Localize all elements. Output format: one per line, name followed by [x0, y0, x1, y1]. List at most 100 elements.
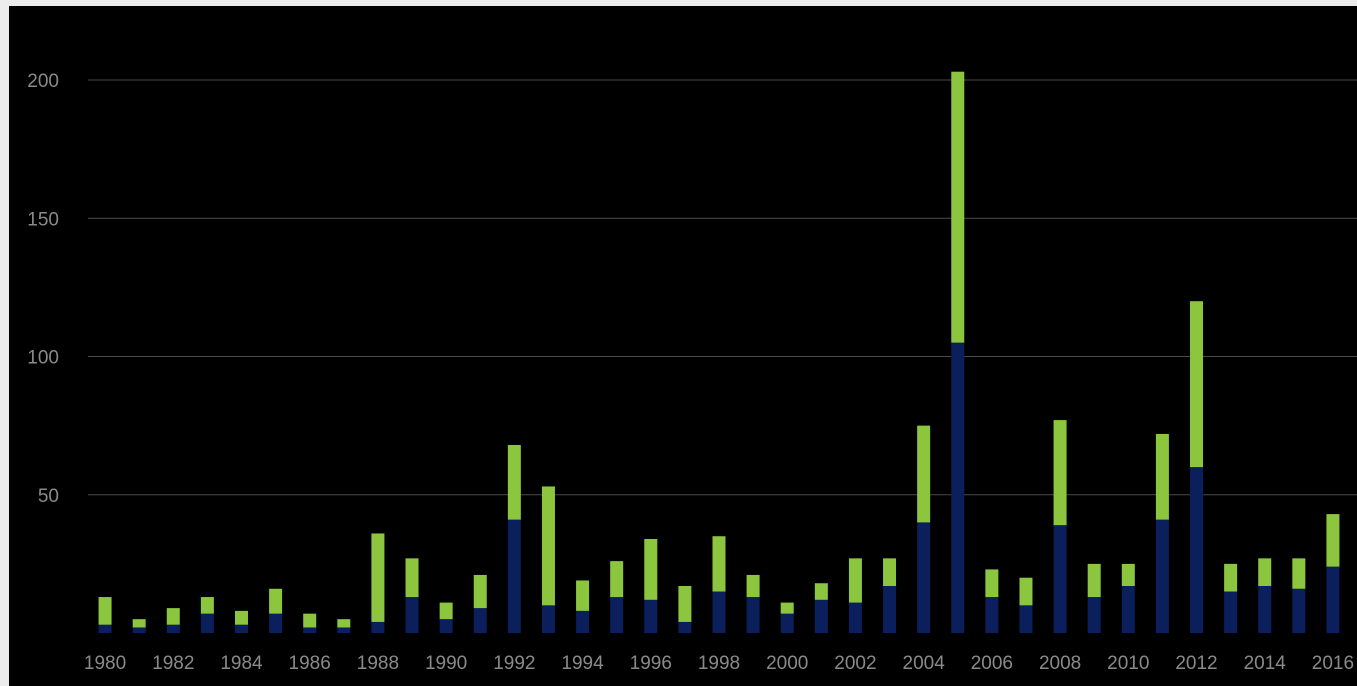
x-tick-label: 2014	[1244, 653, 1287, 674]
bar-segment-upper-1988	[371, 533, 385, 622]
x-tick-label: 2012	[1175, 653, 1217, 674]
bar-segment-lower-1983	[200, 613, 214, 633]
y-tick-label: 200	[27, 71, 59, 92]
y-tick-label: 150	[27, 209, 59, 230]
x-tick-label: 1994	[561, 653, 604, 674]
bar-segment-lower-1982	[166, 624, 180, 633]
bar-segment-upper-1991	[473, 574, 487, 609]
x-tick-label: 1992	[493, 653, 535, 674]
bar-segment-lower-1984	[234, 624, 248, 633]
bar-segment-lower-1999	[746, 597, 760, 633]
bar-segment-lower-1980	[98, 624, 112, 633]
x-tick-label: 2010	[1107, 653, 1149, 674]
x-tick-label: 1986	[289, 653, 331, 674]
bar-segment-upper-2001	[814, 583, 828, 600]
bar-segment-lower-2011	[1155, 519, 1169, 633]
bar-segment-lower-2016	[1326, 566, 1340, 633]
bar-segment-upper-1986	[303, 613, 317, 628]
x-tick-label: 2006	[971, 653, 1013, 674]
y-tick-label: 100	[27, 348, 59, 369]
bar-segment-upper-2011	[1155, 433, 1169, 520]
x-tick-label: 2008	[1039, 653, 1081, 674]
bar-segment-lower-2001	[814, 599, 828, 633]
gridlines	[88, 79, 1357, 496]
y-axis-ticks: 50 100 150 200	[27, 71, 59, 507]
bar-segment-upper-1982	[166, 608, 180, 625]
x-tick-label: 2002	[834, 653, 876, 674]
bar-segment-lower-1987	[337, 627, 351, 633]
x-tick-label: 2004	[903, 653, 946, 674]
bar-segment-upper-2005	[951, 71, 965, 343]
bar-segment-lower-2008	[1053, 525, 1067, 633]
bar-segment-upper-1984	[234, 610, 248, 625]
x-tick-label: 1996	[630, 653, 672, 674]
bar-segment-upper-1985	[269, 588, 283, 614]
bar-segment-upper-1998	[712, 536, 726, 592]
bar-segment-lower-2013	[1224, 591, 1238, 633]
bar-segment-upper-1987	[337, 619, 351, 628]
bar-segment-lower-1981	[132, 627, 146, 633]
bar-segment-lower-2000	[780, 613, 794, 633]
bar-segment-upper-1992	[507, 444, 521, 520]
x-tick-label: 1982	[152, 653, 194, 674]
bar-segment-lower-2012	[1190, 467, 1204, 633]
bar-segment-lower-1996	[644, 599, 658, 633]
bar-segment-upper-2003	[883, 558, 897, 586]
bar-segment-lower-1992	[507, 519, 521, 633]
bar-segment-upper-2002	[848, 558, 862, 603]
bar-segment-lower-1988	[371, 621, 385, 633]
bar-segment-lower-2002	[848, 602, 862, 633]
bar-segment-upper-1983	[200, 597, 214, 614]
bar-segment-lower-1993	[541, 605, 555, 633]
x-axis-ticks: 1980 1982 1984 1986 1988 1990 1992 1994 1996 1998…	[84, 653, 1354, 674]
x-tick-label: 2016	[1312, 653, 1354, 674]
bar-segment-lower-1986	[303, 627, 317, 633]
bar-segment-lower-1991	[473, 608, 487, 633]
x-tick-label: 1984	[220, 653, 263, 674]
bar-segment-upper-2013	[1224, 563, 1238, 592]
bar-segment-lower-2007	[1019, 605, 1033, 633]
bar-segment-upper-1996	[644, 538, 658, 600]
bar-segment-lower-2009	[1087, 597, 1101, 633]
bar-segment-lower-1990	[439, 619, 453, 633]
bar-segment-lower-2015	[1292, 588, 1306, 633]
bar-segment-upper-1993	[541, 486, 555, 606]
bar-segment-lower-2014	[1258, 585, 1272, 633]
bar-segment-lower-2006	[985, 597, 999, 633]
x-tick-label: 1990	[425, 653, 467, 674]
stacked-bar-chart: 50 100 150 200 1980 1982 1984 1986 1988 1990 1992…	[27, 71, 1357, 674]
bar-segment-upper-1989	[405, 558, 419, 598]
bars	[98, 71, 1340, 633]
bar-segment-lower-2005	[951, 342, 965, 633]
x-tick-label: 1980	[84, 653, 126, 674]
bar-segment-upper-1981	[132, 619, 146, 628]
bar-segment-upper-2014	[1258, 558, 1272, 586]
bar-segment-upper-2004	[917, 425, 931, 523]
bar-segment-upper-1990	[439, 602, 453, 620]
bar-segment-lower-1994	[576, 610, 590, 633]
bar-segment-upper-2007	[1019, 577, 1033, 606]
bar-segment-lower-2003	[883, 585, 897, 633]
bar-segment-upper-1999	[746, 574, 760, 598]
bar-segment-upper-2009	[1087, 563, 1101, 598]
bar-segment-upper-2008	[1053, 420, 1067, 526]
bar-segment-upper-2000	[780, 602, 794, 614]
bar-segment-upper-2010	[1121, 563, 1135, 586]
bar-segment-lower-1997	[678, 621, 692, 633]
bar-segment-lower-1998	[712, 591, 726, 633]
bar-segment-lower-2004	[917, 522, 931, 633]
bar-segment-upper-2016	[1326, 514, 1340, 567]
bar-segment-lower-2010	[1121, 585, 1135, 633]
bar-segment-upper-1997	[678, 585, 692, 622]
bar-segment-upper-2012	[1190, 301, 1204, 468]
bar-segment-upper-1980	[98, 597, 112, 625]
y-tick-label: 50	[38, 486, 59, 507]
bar-segment-lower-1985	[269, 613, 283, 633]
bar-segment-upper-2006	[985, 569, 999, 598]
bar-segment-upper-1994	[576, 580, 590, 611]
bar-segment-upper-2015	[1292, 558, 1306, 589]
bar-segment-lower-1989	[405, 597, 419, 633]
chart-area: 50 100 150 200 1980 1982 1984 1986 1988 1990 1992…	[9, 6, 1357, 686]
bar-segment-upper-1995	[610, 561, 624, 598]
x-tick-label: 1988	[357, 653, 399, 674]
